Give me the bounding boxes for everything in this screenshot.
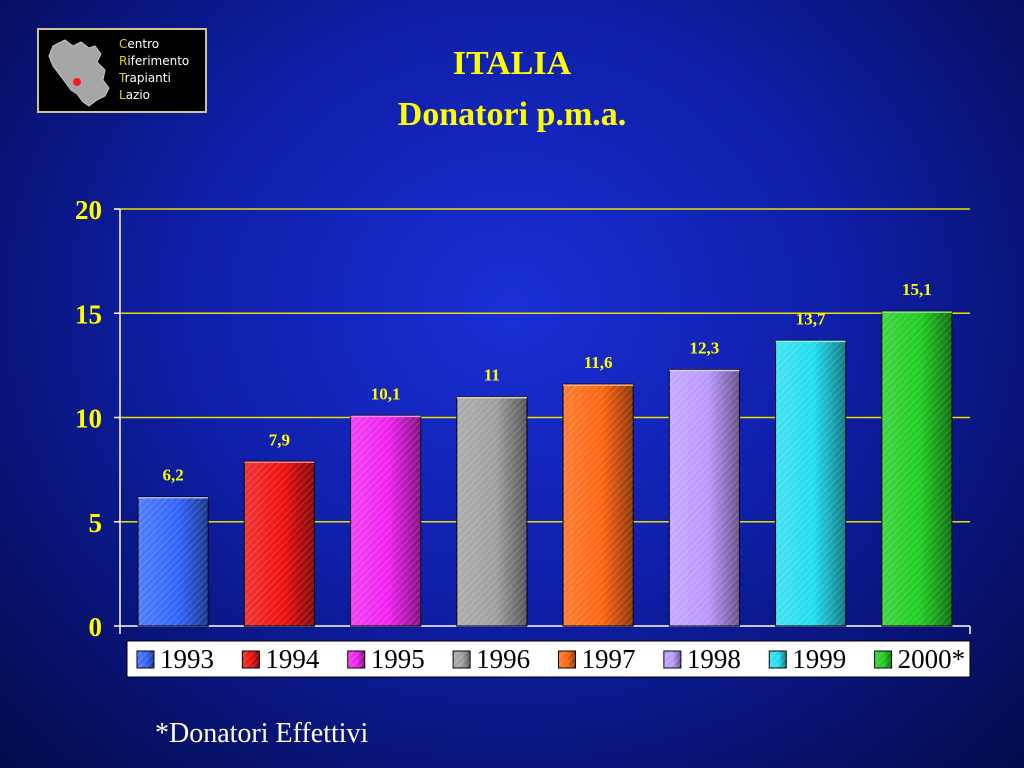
legend-swatch-hatch xyxy=(663,651,681,668)
logo-line-lazio: Lazio xyxy=(119,88,151,102)
y-tick-label: 0 xyxy=(89,612,103,642)
logo-line-trapianti: Trapianti xyxy=(119,71,171,85)
y-tick-label: 15 xyxy=(75,299,102,329)
data-label: 11,6 xyxy=(584,353,613,372)
legend-swatch-hatch xyxy=(769,651,787,668)
legend-label: 1996 xyxy=(476,644,530,674)
data-label: 7,9 xyxy=(269,430,290,449)
legend-label: 1998 xyxy=(687,644,741,674)
bar-hatch xyxy=(881,311,952,626)
footnote: *Donatori Effettivi xyxy=(155,718,369,749)
chart-title: ITALIA xyxy=(452,45,572,82)
data-label: 15,1 xyxy=(902,280,932,299)
data-label: 12,3 xyxy=(690,339,720,358)
bar-hatch xyxy=(138,496,209,626)
bar-hatch xyxy=(563,384,634,626)
bar-hatch xyxy=(775,340,846,626)
data-label: 13,7 xyxy=(796,309,826,328)
bar-hatch xyxy=(350,415,421,626)
y-tick-label: 20 xyxy=(75,195,102,225)
legend-label: 1995 xyxy=(371,644,425,674)
legend-swatch-hatch xyxy=(874,651,892,668)
legend-label: 1997 xyxy=(582,644,636,674)
data-label: 10,1 xyxy=(371,384,401,403)
legend-swatch-hatch xyxy=(558,651,576,668)
legend-swatch-hatch xyxy=(137,651,154,668)
legend-label: 2000* xyxy=(898,644,966,674)
legend-swatch-hatch xyxy=(347,651,365,668)
bar-hatch xyxy=(456,396,527,626)
legend xyxy=(126,640,971,678)
logo: Centro Riferimento Trapianti Lazio xyxy=(37,28,207,113)
chart-subtitle: Donatori p.m.a. xyxy=(397,96,627,133)
y-tick-label: 5 xyxy=(89,508,103,538)
legend-swatch-hatch xyxy=(453,651,471,668)
legend-label: 1994 xyxy=(265,644,320,674)
bar-hatch xyxy=(244,461,315,626)
logo-line-centro: Centro xyxy=(119,37,160,51)
logo-text: Centro Riferimento Trapianti Lazio xyxy=(119,36,207,104)
data-label: 11 xyxy=(484,366,500,385)
logo-line-riferimento: Riferimento xyxy=(119,54,190,68)
legend-label: 1993 xyxy=(160,644,214,674)
y-tick-label: 10 xyxy=(75,404,102,434)
legend-label: 1999 xyxy=(792,644,846,674)
bar-hatch xyxy=(669,369,740,626)
lazio-map-icon xyxy=(48,39,110,107)
legend-swatch-hatch xyxy=(242,651,260,668)
data-label: 6,2 xyxy=(163,466,184,485)
